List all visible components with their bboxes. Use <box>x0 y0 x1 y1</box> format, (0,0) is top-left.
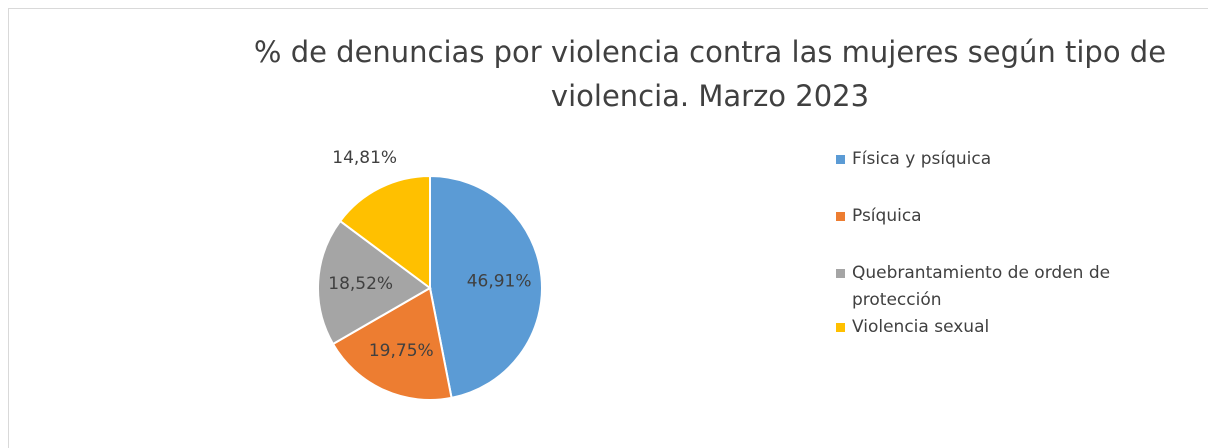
legend-label: Quebrantamiento de orden de protección <box>852 263 1111 310</box>
legend-item: Quebrantamiento de orden de protección <box>834 260 1174 314</box>
data-label: 14,81% <box>332 148 397 168</box>
legend-item: Psíquica <box>834 203 1174 230</box>
legend: Física y psíquica Psíquica Quebrantamiento… <box>834 146 1174 341</box>
data-label: 46,91% <box>467 271 532 291</box>
legend-label: Violencia sexual <box>852 317 990 337</box>
pie-slice <box>331 286 453 401</box>
data-label: 18,52% <box>328 274 393 294</box>
legend-item: Física y psíquica <box>834 146 1174 173</box>
pie-slice <box>338 174 431 290</box>
data-label: 19,75% <box>369 341 434 361</box>
legend-swatch <box>836 323 845 332</box>
legend-label: Física y psíquica <box>852 149 992 169</box>
legend-swatch <box>836 269 845 278</box>
legend-swatch <box>836 212 845 221</box>
legend-item: Violencia sexual <box>834 314 1174 341</box>
chart-title: % de denuncias por violencia contra las … <box>253 35 1167 113</box>
pie-slice <box>317 219 432 346</box>
pie-slice <box>429 174 543 400</box>
chart-frame <box>8 8 1208 448</box>
legend-label: Psíquica <box>852 206 922 226</box>
legend-swatch <box>836 155 845 164</box>
